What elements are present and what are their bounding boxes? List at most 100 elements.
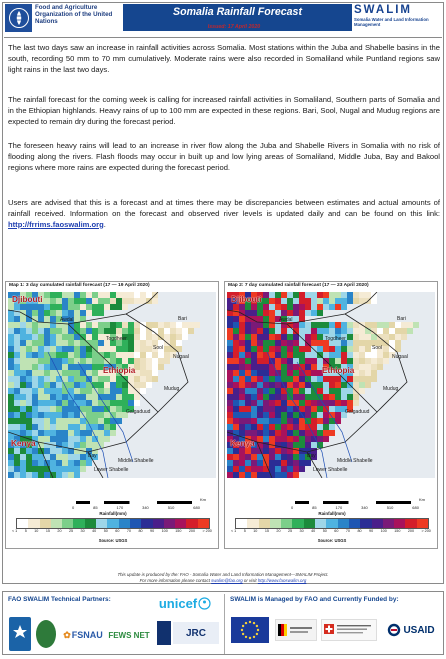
map-1-scale-bar: Km 0 85 170 340 510 680 (72, 496, 206, 516)
unicef-logo: unicef (153, 594, 217, 612)
legend-tick-label: 50 (322, 529, 327, 533)
map-1-label-awdal: Awdal (60, 317, 74, 323)
ministry-emblem-icon (36, 620, 56, 648)
legend-swatch (141, 519, 153, 528)
map-2-label-bari: Bari (397, 316, 406, 322)
advisory-end: . (103, 219, 106, 229)
map-3-day-card: Map 1: 3 day cumulated rainfall forecast… (5, 281, 219, 549)
map-2-title: Map 2: 7 day cumulated rainfall forecast… (228, 283, 369, 288)
page-title: Somalia Rainfall Forecast (173, 6, 302, 18)
map-1-title: Map 1: 3 day cumulated rainfall forecast… (9, 283, 150, 288)
legend-tick-label: 40 (92, 529, 97, 533)
jrc-logo: JRC (173, 622, 219, 644)
fsnau-wordmark: FSNAU (71, 630, 103, 640)
fao-header-block: Food and Agriculture Organization of the… (5, 4, 123, 34)
legend-tick-label: > 200 (421, 529, 431, 533)
map-2-scale-tick: 0 (291, 505, 294, 510)
legend-swatch (17, 519, 29, 528)
map-1-legend-colorbar (16, 518, 210, 529)
legend-swatch (269, 519, 282, 528)
legend-tick-label: 15 (264, 529, 269, 533)
issued-date: Issued: 17 April 2020 (207, 24, 261, 30)
legend-tick-label: 50 (103, 529, 108, 533)
paragraph-advisory: Users are advised that this is a forecas… (8, 198, 440, 230)
bulletin-border (2, 2, 444, 584)
legend-swatch (96, 519, 108, 528)
fews-net-logo: FEWS NET (107, 626, 151, 644)
legend-tick-label: 5 (24, 529, 27, 533)
funded-by-title: SWALIM is Managed by FAO and Currently F… (230, 596, 399, 603)
legend-swatch (326, 519, 338, 528)
map-1-label-sool: Sool (153, 345, 164, 351)
legend-tick-label: 100 (161, 529, 168, 533)
swalim-logo: SWALIM Somalia Water and Land Informatio… (352, 4, 440, 34)
legend-tick-label: 20 (57, 529, 62, 533)
map-1-scale-tick: 170 (116, 505, 124, 510)
legend-tick-label: 20 (276, 529, 281, 533)
map-1-scale-unit: Km (200, 497, 206, 502)
legend-swatch (186, 519, 198, 528)
map-1-frame: Djibouti Ethiopia Kenya Bari Awdal Togdh… (8, 292, 216, 478)
map-2-legend-ticks: < 1 5 10 15 20 25 30 40 50 60 70 80 90 100 150 200 > 200 (231, 529, 431, 535)
legend-swatch (382, 519, 395, 528)
website-link[interactable]: http://www.faoswalim.org (257, 577, 307, 583)
legend-tick-label: 70 (345, 529, 350, 533)
legend-tick-label: 150 (394, 529, 401, 533)
technical-partners-title: FAO SWALIM Technical Partners: (8, 596, 111, 603)
legend-swatch (303, 519, 316, 528)
legend-swatch (84, 519, 97, 528)
footer-divider (224, 594, 225, 654)
fsnau-logo: ✿ FSNAU (61, 628, 105, 642)
map-1-legend-title: Rainfall(mm) (99, 511, 127, 516)
paragraph-forecast: The rainfall forecast for the coming wee… (8, 95, 440, 126)
fao-logo-icon (5, 4, 32, 32)
contact-email-link[interactable]: swalim@fao.org (211, 577, 243, 583)
map-1-label-mudug: Mudug (164, 386, 180, 392)
legend-tick-label: 80 (138, 529, 143, 533)
legend-tick-label: 80 (357, 529, 362, 533)
fao-org-name: Food and Agriculture Organization of the… (35, 4, 113, 26)
legend-tick-label: 90 (150, 529, 155, 533)
legend-swatch (62, 519, 74, 528)
legend-tick-label: 40 (311, 529, 316, 533)
legend-swatch (416, 519, 429, 528)
legend-swatch (152, 519, 164, 528)
map-1-source: Source: USGS (98, 538, 128, 543)
map-2-label-galgaduud: Galgaduud (345, 409, 370, 415)
map-1-legend-ticks: < 1 5 10 15 20 25 30 40 50 60 70 80 90 100 150 200 > 200 (12, 529, 212, 535)
fsnau-leaf-icon: ✿ (63, 629, 71, 640)
map-1-scale-graphic (76, 501, 192, 504)
map-2-scale-unit: Km (419, 497, 425, 502)
header-divider (4, 37, 442, 38)
legend-swatch (405, 519, 417, 528)
legend-swatch (118, 519, 130, 528)
legend-tick-label: 10 (34, 529, 39, 533)
swiss-sdc-icon (321, 619, 377, 641)
map-2-frame: Djibouti Ethiopia Kenya Bari Awdal Togdh… (227, 292, 435, 478)
map-2-scale-tick: 680 (412, 505, 419, 510)
map-2-label-kenya: Kenya (230, 439, 255, 448)
legend-swatch (197, 519, 210, 528)
legend-swatch (39, 519, 51, 528)
map-2-label-bay: Bay (307, 453, 316, 459)
legend-swatch (348, 519, 361, 528)
map-1-label-bari: Bari (178, 316, 187, 322)
legend-tick-label: 15 (45, 529, 50, 533)
usaid-wordmark: USAID (403, 624, 435, 636)
legend-tick-label: 200 (188, 529, 195, 533)
frrims-link[interactable]: http://frrims.faoswalim.org (8, 219, 104, 229)
produced-by-note: This update is produced by the: FAO - So… (0, 572, 446, 584)
map-1-scale-tick: 340 (142, 505, 149, 510)
legend-swatch (258, 519, 270, 528)
map-2-scale-tick: 340 (361, 505, 368, 510)
map-1-label-galgaduud: Galgaduud (126, 409, 151, 415)
swalim-subtitle: Somalia Water and Land Information Manag… (354, 17, 429, 27)
legend-tick-label: < 1 (231, 529, 237, 533)
title-band: Somalia Rainfall Forecast (123, 4, 352, 31)
paragraph-river-flow: The foreseen heavy rains will lead to an… (8, 141, 440, 172)
legend-tick-label: 150 (175, 529, 182, 533)
legend-swatch (236, 519, 248, 528)
map-1-label-nugaal: Nugaal (173, 354, 189, 360)
legend-swatch (360, 519, 372, 528)
legend-swatch (394, 519, 406, 528)
